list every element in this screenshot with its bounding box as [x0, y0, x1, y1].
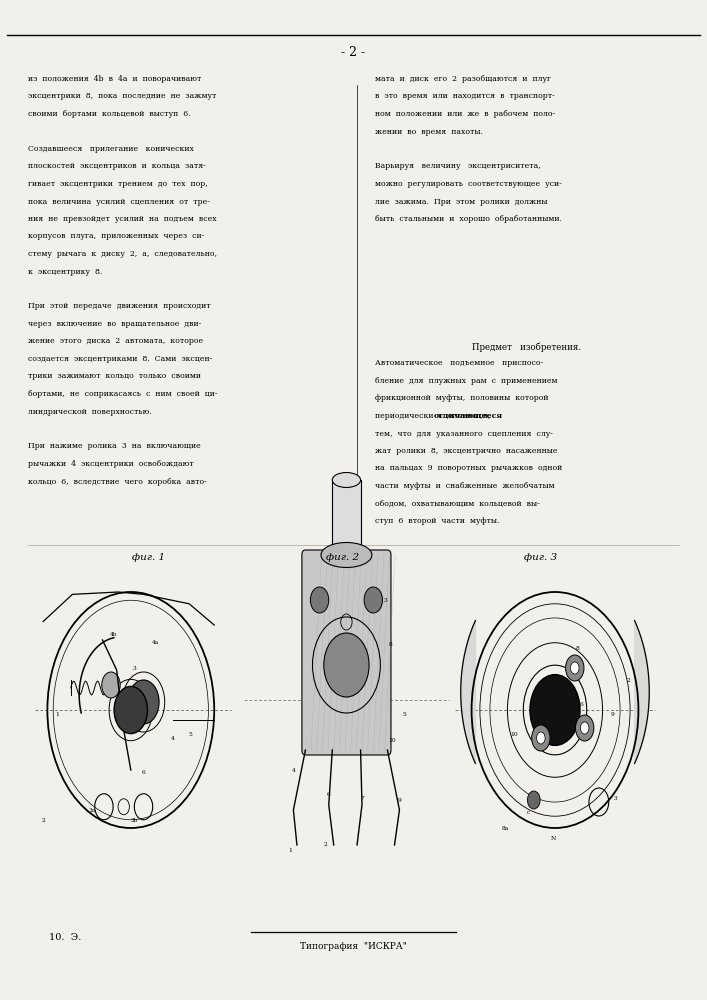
- Text: жат  ролики  8,  эксцентрично  насаженные: жат ролики 8, эксцентрично насаженные: [375, 447, 557, 455]
- Text: создается  эксцентриками  8.  Сами  эксцен-: создается эксцентриками 8. Сами эксцен-: [28, 355, 213, 363]
- Text: 6: 6: [327, 792, 331, 798]
- Text: 2: 2: [41, 818, 45, 822]
- Text: корпусов  плуга,  приложенных  через  си-: корпусов плуга, приложенных через си-: [28, 232, 204, 240]
- Text: тем,  что  для  указанного  сцепления  слу-: тем, что для указанного сцепления слу-: [375, 430, 553, 438]
- Text: ния  не  превзойдет  усилий  на  подъем  всех: ния не превзойдет усилий на подъем всех: [28, 215, 217, 223]
- Text: рычажки  4  эксцентрики  освобождают: рычажки 4 эксцентрики освобождают: [28, 460, 194, 468]
- Circle shape: [527, 791, 540, 809]
- Text: фрикционной  муфты,  половины  которой: фрикционной муфты, половины которой: [375, 394, 548, 402]
- Text: 10: 10: [389, 738, 396, 742]
- Text: ступ  6  второй  части  муфты.: ступ 6 второй части муфты.: [375, 517, 499, 525]
- Text: трики  зажимают  кольцо  только  своими: трики зажимают кольцо только своими: [28, 372, 201, 380]
- Text: бортами,  не  соприкасаясь  с  ним  своей  ци-: бортами, не соприкасаясь с ним своей ци-: [28, 390, 218, 398]
- Text: 8: 8: [388, 643, 392, 648]
- Text: 9: 9: [397, 798, 402, 802]
- Circle shape: [575, 715, 594, 741]
- Text: ном  положении  или  же  в  рабочем  поло-: ном положении или же в рабочем поло-: [375, 110, 555, 118]
- Text: 10: 10: [510, 732, 518, 738]
- Circle shape: [46, 590, 216, 830]
- Text: c: c: [527, 810, 530, 814]
- Text: 4a: 4a: [152, 640, 159, 645]
- Text: фиг. 1: фиг. 1: [132, 553, 165, 562]
- Circle shape: [571, 662, 579, 674]
- Text: 5: 5: [402, 712, 407, 718]
- Text: мата  и  диск  его  2  разобщаются  и  плуг: мата и диск его 2 разобщаются и плуг: [375, 75, 551, 83]
- Circle shape: [580, 722, 589, 734]
- Polygon shape: [635, 621, 649, 763]
- Circle shape: [114, 686, 148, 734]
- Text: 4b: 4b: [110, 633, 117, 638]
- Text: 3: 3: [613, 796, 617, 800]
- Polygon shape: [461, 621, 475, 763]
- Text: гивает  эксцентрики  трением  до  тех  пор,: гивает эксцентрики трением до тех пор,: [28, 180, 208, 188]
- Text: 1: 1: [55, 712, 59, 718]
- Text: 3a: 3a: [88, 808, 95, 812]
- Circle shape: [537, 732, 545, 744]
- Text: 8a: 8a: [502, 826, 509, 830]
- Text: Автоматическое   подъемное   приспосо-: Автоматическое подъемное приспосо-: [375, 359, 543, 367]
- Text: Типография  "ИСКРА": Типография "ИСКРА": [300, 942, 407, 951]
- Text: 3b: 3b: [131, 818, 138, 822]
- Text: лие  зажима.  При  этом  ролики  должны: лие зажима. При этом ролики должны: [375, 198, 547, 206]
- Text: ободом,  охватывающим  кольцевой  вы-: ободом, охватывающим кольцевой вы-: [375, 500, 539, 508]
- Circle shape: [128, 680, 159, 724]
- Circle shape: [470, 590, 640, 830]
- Text: из  положения  4b  в  4a  и  поворачивают: из положения 4b в 4a и поворачивают: [28, 75, 201, 83]
- Circle shape: [530, 675, 580, 745]
- Text: При  нажиме  ролика  3  на  включающие: При нажиме ролика 3 на включающие: [28, 442, 201, 450]
- Text: 7: 7: [360, 796, 364, 800]
- FancyBboxPatch shape: [302, 550, 391, 755]
- Text: 4: 4: [291, 768, 296, 772]
- Bar: [332, 480, 361, 555]
- Text: части  муфты  и  снабженные  желобчатым: части муфты и снабженные желобчатым: [375, 482, 554, 490]
- Text: 3: 3: [132, 666, 136, 671]
- Text: через  включение  во  вращательное  дви-: через включение во вращательное дви-: [28, 320, 201, 328]
- Circle shape: [532, 725, 550, 751]
- Text: фиг. 2: фиг. 2: [327, 553, 359, 562]
- Text: Варьируя   величину   эксцентриситета,: Варьируя величину эксцентриситета,: [375, 162, 540, 170]
- Text: к  эксцентрику  8.: к эксцентрику 8.: [28, 267, 103, 275]
- Text: Предмет   изобретения.: Предмет изобретения.: [472, 342, 581, 352]
- Circle shape: [324, 633, 369, 697]
- Text: пока  величина  усилий  сцепления  от  тре-: пока величина усилий сцепления от тре-: [28, 198, 210, 206]
- Text: N: N: [550, 836, 556, 840]
- Text: быть  стальными  и  хорошо  обработанными.: быть стальными и хорошо обработанными.: [375, 215, 561, 223]
- Text: 1: 1: [288, 848, 292, 852]
- Text: 6: 6: [580, 702, 584, 708]
- Circle shape: [364, 587, 382, 613]
- Text: фиг. 3: фиг. 3: [525, 553, 557, 562]
- Text: 2: 2: [626, 678, 630, 683]
- Text: кольцо  6,  вследствие  чего  коробка  авто-: кольцо 6, вследствие чего коробка авто-: [28, 478, 207, 486]
- Text: эксцентрики  8,  пока  последние  не  зажмут: эксцентрики 8, пока последние не зажмут: [28, 92, 216, 100]
- Text: 10.  Э.: 10. Э.: [49, 934, 82, 942]
- Text: бление  для  плужных  рам  с  применением: бление для плужных рам с применением: [375, 377, 557, 385]
- Text: Создавшееся   прилегание   конических: Создавшееся прилегание конических: [28, 145, 194, 153]
- Text: линдрической  поверхностью.: линдрической поверхностью.: [28, 408, 152, 416]
- Text: стему  рычага  к  диску  2,  а,  следовательно,: стему рычага к диску 2, а, следовательно…: [28, 250, 217, 258]
- Circle shape: [566, 655, 584, 681]
- Text: 3: 3: [383, 598, 387, 602]
- Ellipse shape: [332, 473, 361, 488]
- Text: можно  регулировать  соответствующее  уси-: можно регулировать соответствующее уси-: [375, 180, 561, 188]
- Text: 8: 8: [575, 646, 580, 650]
- Text: При  этой  передаче  движения  происходит: При этой передаче движения происходит: [28, 302, 211, 310]
- Text: 6: 6: [141, 770, 146, 774]
- Text: отличающееся: отличающееся: [434, 412, 503, 420]
- Text: 5: 5: [189, 732, 193, 738]
- Text: плоскостей  эксцентриков  и  кольца  затя-: плоскостей эксцентриков и кольца затя-: [28, 162, 206, 170]
- Text: - 2 -: - 2 -: [341, 45, 366, 58]
- Text: на  пальцах  9  поворотных  рычажков  одной: на пальцах 9 поворотных рычажков одной: [375, 464, 562, 473]
- Text: жение  этого  диска  2  автомата,  которое: жение этого диска 2 автомата, которое: [28, 337, 204, 345]
- Text: своими  бортами  кольцевой  выступ  6.: своими бортами кольцевой выступ 6.: [28, 110, 191, 118]
- Ellipse shape: [321, 542, 372, 568]
- Text: жении  во  время  пахоты.: жении во время пахоты.: [375, 127, 483, 135]
- Text: в  это  время  или  находится  в  транспорт-: в это время или находится в транспорт-: [375, 92, 554, 100]
- Text: 4: 4: [171, 736, 175, 740]
- Text: 9: 9: [611, 712, 615, 718]
- Circle shape: [310, 587, 329, 613]
- Circle shape: [102, 672, 120, 698]
- Text: 2: 2: [323, 842, 327, 848]
- Text: периодически  сцепляются,: периодически сцепляются,: [375, 412, 495, 420]
